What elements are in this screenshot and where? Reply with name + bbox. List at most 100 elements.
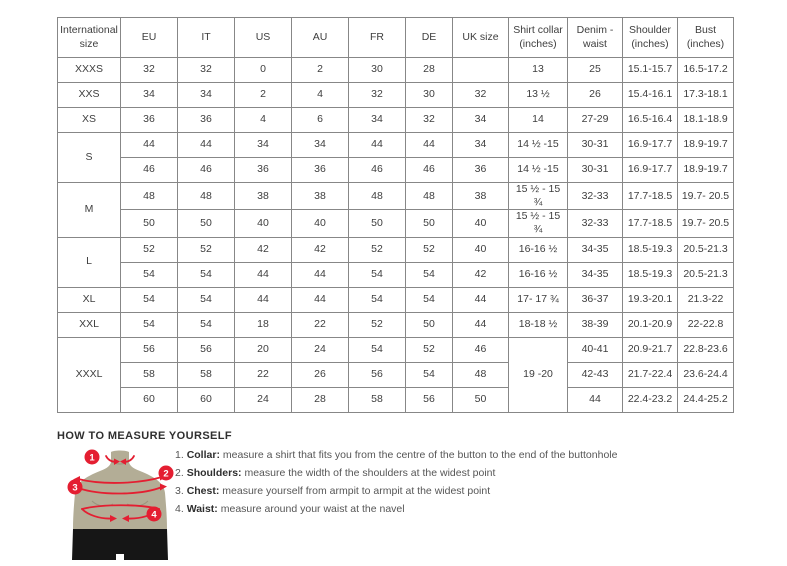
marker-1-label: 1 <box>89 452 95 463</box>
table-cell: 21.7-22.4 <box>622 361 678 388</box>
table-cell: 34-35 <box>567 261 623 288</box>
table-cell: 52 <box>177 236 235 263</box>
table-cell: 52 <box>348 311 406 338</box>
table-cell: 42 <box>234 236 292 263</box>
table-cell: 36 <box>291 157 349 183</box>
table-cell: 28 <box>291 386 349 413</box>
table-cell: 32-33 <box>567 181 623 211</box>
table-cell: 32 <box>348 82 406 108</box>
measure-steps: 1. Collar: measure a shirt that fits you… <box>175 450 617 522</box>
table-cell: 56 <box>405 386 453 413</box>
step-text: measure the width of the shoulders at th… <box>244 467 496 479</box>
chest-arrowhead-right <box>160 483 167 491</box>
table-cell: 17.3-18.1 <box>677 82 734 108</box>
table-cell: 22 <box>291 311 349 338</box>
step-number: 1. <box>175 449 184 461</box>
table-cell: 40 <box>234 209 292 238</box>
table-cell: 50 <box>405 209 453 238</box>
table-cell: 32 <box>120 57 178 83</box>
step-text: measure yourself from armpit to armpit a… <box>222 485 491 497</box>
table-cell: 28 <box>405 57 453 83</box>
table-row: 60 60 24 28 58 56 50 44 22.4-23.2 24.4-25.2 <box>58 386 734 413</box>
marker-4-circle <box>146 506 162 522</box>
table-cell: 36 <box>452 157 509 183</box>
table-cell: 34 <box>452 132 509 158</box>
table-cell: 44 <box>120 132 178 158</box>
table-cell: 56 <box>348 361 406 388</box>
table-cell: 34 <box>234 132 292 158</box>
table-cell: 38-39 <box>567 311 623 338</box>
table-body: XXXS 32 32 0 2 30 28 13 25 15.1-15.7 16.5-17.2 XXS 3… <box>57 57 734 413</box>
table-cell: XXS <box>57 82 121 108</box>
collar-arrowhead-right <box>114 458 120 465</box>
size-chart-table: International size EU IT US AU FR DE UK size Shi… <box>57 17 734 413</box>
table-cell: 18 <box>234 311 292 338</box>
measure-heading: HOW TO MEASURE YOURSELF <box>57 430 233 442</box>
table-cell: 32 <box>405 107 453 133</box>
table-cell: 30-31 <box>567 157 623 183</box>
table-cell: 30 <box>405 82 453 108</box>
table-row: XXXL 56 56 20 24 54 52 46 19 -20 40-41 20.9-21.7 22… <box>57 336 734 413</box>
table-cell: 44 <box>291 286 349 313</box>
table-row: XL 54 54 44 44 54 54 44 17- 17 ¾ 36-37 19.3-20.1 21… <box>57 286 734 313</box>
waist-arrowhead-left <box>122 515 129 522</box>
table-cell: 15 ½ - 15 ¾ <box>508 181 568 211</box>
table-cell: 54 <box>120 311 178 338</box>
table-cell: 40-41 <box>567 336 623 363</box>
table-cell: 44 <box>234 286 292 313</box>
table-cell: 19.7- 20.5 <box>677 209 734 238</box>
measure-step: 2. Shoulders: measure the width of the s… <box>175 468 617 479</box>
column-header: Shoulder (inches) <box>622 17 678 58</box>
table-cell: 42 <box>291 236 349 263</box>
table-cell: 13 <box>508 57 568 83</box>
table-row: XXL 54 54 18 22 52 50 44 18-18 ½ 38-39 20.1-20.9 22… <box>57 311 734 338</box>
table-cell: 46 <box>177 157 235 183</box>
table-row: S 44 44 34 34 44 44 34 14 ½ -15 30-31 16.9-17.7 18.… <box>57 132 734 183</box>
table-cell: 22.4-23.2 <box>622 386 678 413</box>
table-cell: L <box>57 236 121 288</box>
column-header: Shirt collar (inches) <box>508 17 568 58</box>
column-header: International size <box>57 17 121 58</box>
table-cell: 60 <box>120 386 178 413</box>
measurement-diagram: 1 2 3 4 <box>67 449 174 560</box>
table-cell: 26 <box>567 82 623 108</box>
table-cell: 36 <box>234 157 292 183</box>
table-cell: 36 <box>120 107 178 133</box>
table-cell: 54 <box>120 261 178 288</box>
waist-arrowhead-right <box>110 515 117 522</box>
step-number: 3. <box>175 485 184 497</box>
table-cell: 34 <box>452 107 509 133</box>
table-cell: 58 <box>348 386 406 413</box>
table-cell: 48 <box>120 181 178 211</box>
table-cell: 26 <box>291 361 349 388</box>
table-cell: 16.5-16.4 <box>622 107 678 133</box>
column-header: UK size <box>452 17 509 58</box>
measure-step: 4. Waist: measure around your waist at t… <box>175 504 617 515</box>
table-cell: 54 <box>177 311 235 338</box>
table-cell: 20.5-21.3 <box>677 236 734 263</box>
table-cell: 17.7-18.5 <box>622 209 678 238</box>
table-cell: 14 ½ -15 <box>508 132 568 158</box>
column-header: AU <box>291 17 349 58</box>
table-cell: 38 <box>291 181 349 211</box>
table-cell: 16.5-17.2 <box>677 57 734 83</box>
table-cell: 4 <box>234 107 292 133</box>
table-cell: 40 <box>452 236 509 263</box>
step-label: Shoulders: <box>186 467 242 479</box>
table-cell: 34 <box>177 82 235 108</box>
marker-4-label: 4 <box>151 509 157 520</box>
table-cell: M <box>57 182 121 238</box>
column-header: Denim - waist <box>567 17 623 58</box>
table-cell: 52 <box>405 336 453 363</box>
table-cell: 38 <box>234 181 292 211</box>
table-cell: 23.6-24.4 <box>677 361 734 388</box>
marker-2-label: 2 <box>163 468 168 479</box>
table-cell: 27-29 <box>567 107 623 133</box>
table-cell: 22-22.8 <box>677 311 734 338</box>
table-cell: XXL <box>57 311 121 338</box>
table-cell: 40 <box>452 209 509 238</box>
table-cell: 15.4-16.1 <box>622 82 678 108</box>
chest-line <box>77 486 163 495</box>
table-cell: 42 <box>452 261 509 288</box>
